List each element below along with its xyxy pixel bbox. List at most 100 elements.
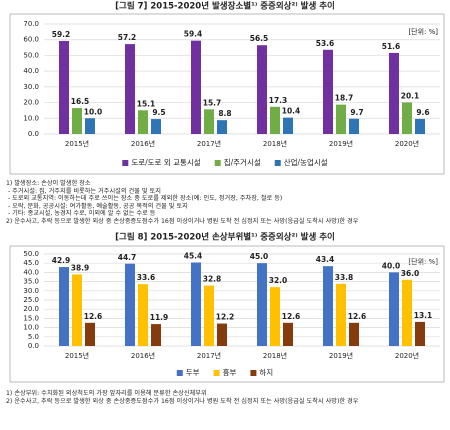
y-tick-label: 45.0 (23, 259, 39, 267)
bar (415, 118, 425, 134)
bar (125, 263, 135, 346)
data-label: 45.4 (184, 251, 203, 260)
data-label: 33.6 (137, 273, 156, 282)
data-label: 56.5 (250, 34, 269, 43)
x-tick-label: 2018년 (263, 139, 287, 148)
data-label: 59.2 (52, 30, 71, 39)
y-tick-label: 40.0 (23, 67, 39, 75)
x-tick-label: 2015년 (65, 351, 89, 360)
data-label: 53.6 (316, 39, 335, 48)
data-label: 11.9 (150, 313, 169, 322)
x-tick-label: 2019년 (329, 351, 353, 360)
bar (85, 118, 95, 134)
bar (336, 104, 346, 134)
note-line: 1) 손상부위: 수치화된 외상척도의 가장 앞자리를 이용해 분류한 손상신체… (6, 390, 207, 397)
y-tick-label: 50.0 (23, 250, 39, 258)
data-label: 32.8 (203, 275, 222, 284)
data-label: 20.1 (401, 91, 420, 100)
bar (402, 102, 412, 134)
data-label: 43.4 (316, 255, 335, 264)
data-label: 9.6 (416, 108, 429, 117)
x-tick-label: 2016년 (131, 351, 155, 360)
data-label: 12.2 (216, 313, 235, 322)
data-label: 59.4 (184, 30, 203, 39)
data-label: 16.5 (71, 97, 90, 106)
legend-label: 두부 (186, 368, 200, 377)
bar (283, 322, 293, 346)
bar (270, 106, 280, 134)
legend-label: 하지 (259, 367, 273, 377)
data-label: 42.9 (52, 256, 71, 265)
data-label: 51.6 (382, 42, 401, 51)
legend-swatch (213, 370, 220, 376)
data-label: 9.5 (152, 108, 165, 117)
bar (257, 263, 267, 346)
chart-frame (9, 245, 445, 383)
y-tick-label: 10.0 (23, 114, 39, 122)
bar (349, 322, 359, 346)
legend-label: 도로/도로 외 교통시설 (131, 157, 200, 167)
bar (85, 322, 95, 346)
y-tick-label: 35.0 (23, 278, 39, 286)
note-line: 2) 운수사고, 추락 등으로 발생한 외상 중 손상중증도점수가 16점 이상… (6, 397, 359, 405)
data-label: 33.8 (335, 273, 354, 282)
note-line: 2) 운수사고, 추락 등으로 발생한 외상 중 손상중증도점수가 16점 이상… (6, 217, 359, 225)
bar (191, 262, 201, 346)
bar (283, 117, 293, 134)
bar (59, 267, 69, 346)
legend-swatch (214, 160, 221, 166)
data-label: 10.0 (84, 107, 103, 116)
bar (336, 283, 346, 346)
legend-label: 산업/농업시설 (284, 157, 328, 167)
data-label: 32.0 (269, 276, 288, 285)
bar (204, 285, 214, 346)
note-line: - 기타: 종교시설, 농경지 수로, 이외에 알 수 없는 수로 등 (6, 210, 156, 218)
y-tick-label: 5.0 (28, 333, 39, 341)
bar (151, 119, 161, 134)
y-tick-label: 40.0 (23, 268, 39, 276)
data-label: 12.6 (348, 312, 367, 321)
y-tick-label: 20.0 (23, 305, 39, 313)
data-label: 12.6 (84, 312, 103, 321)
note-line: - 주거시설: 집, 거주지를 비롯하는 거주시설의 건물 및 토지 (6, 187, 161, 195)
bar (138, 110, 148, 134)
chart-title: [그림 8] 2015-2020년 손상부위별¹⁾ 중증외상²⁾ 발생 추이 (115, 232, 335, 243)
data-label: 45.0 (250, 252, 269, 261)
bar (270, 287, 280, 346)
bar (323, 49, 333, 135)
x-tick-label: 2020년 (395, 139, 419, 148)
data-label: 10.4 (282, 107, 301, 116)
data-label: 8.8 (218, 109, 231, 118)
data-label: 38.9 (71, 263, 90, 272)
data-label: 40.0 (382, 261, 401, 270)
x-tick-label: 2019년 (329, 139, 353, 148)
x-tick-label: 2015년 (65, 139, 89, 148)
notes: 1) 발생장소: 손상이 발생한 장소 - 주거시설: 집, 거주지를 비롯하는… (6, 180, 444, 226)
data-label: 17.3 (269, 96, 288, 105)
y-tick-label: 10.0 (23, 324, 39, 332)
bar (349, 118, 359, 134)
data-label: 44.7 (118, 253, 137, 262)
x-tick-label: 2016년 (131, 139, 155, 148)
bar (389, 272, 399, 346)
notes: 1) 손상부위: 수치화된 외상척도의 가장 앞자리를 이용해 분류한 손상신체… (6, 390, 444, 405)
bar (217, 120, 227, 134)
y-tick-label: 30.0 (23, 83, 39, 91)
bar (72, 108, 82, 134)
x-tick-label: 2020년 (395, 351, 419, 360)
bar (59, 40, 69, 134)
data-label: 36.0 (401, 269, 420, 278)
note-line: 1) 발생장소: 손상이 발생한 장소 (6, 180, 91, 187)
note-line: - 오락, 문화, 공공시설: 여가활동, 예술활동, 공공 목적의 건물 및 … (6, 202, 188, 210)
bar (204, 109, 214, 134)
unit-label: [단위: %] (408, 257, 438, 266)
bar (191, 40, 201, 134)
y-tick-label: 0.0 (28, 130, 39, 138)
chart-frame (9, 13, 445, 175)
y-tick-label: 0.0 (28, 342, 39, 350)
unit-label: [단위: %] (408, 27, 438, 36)
bar (138, 284, 148, 346)
legend-swatch (122, 160, 129, 166)
